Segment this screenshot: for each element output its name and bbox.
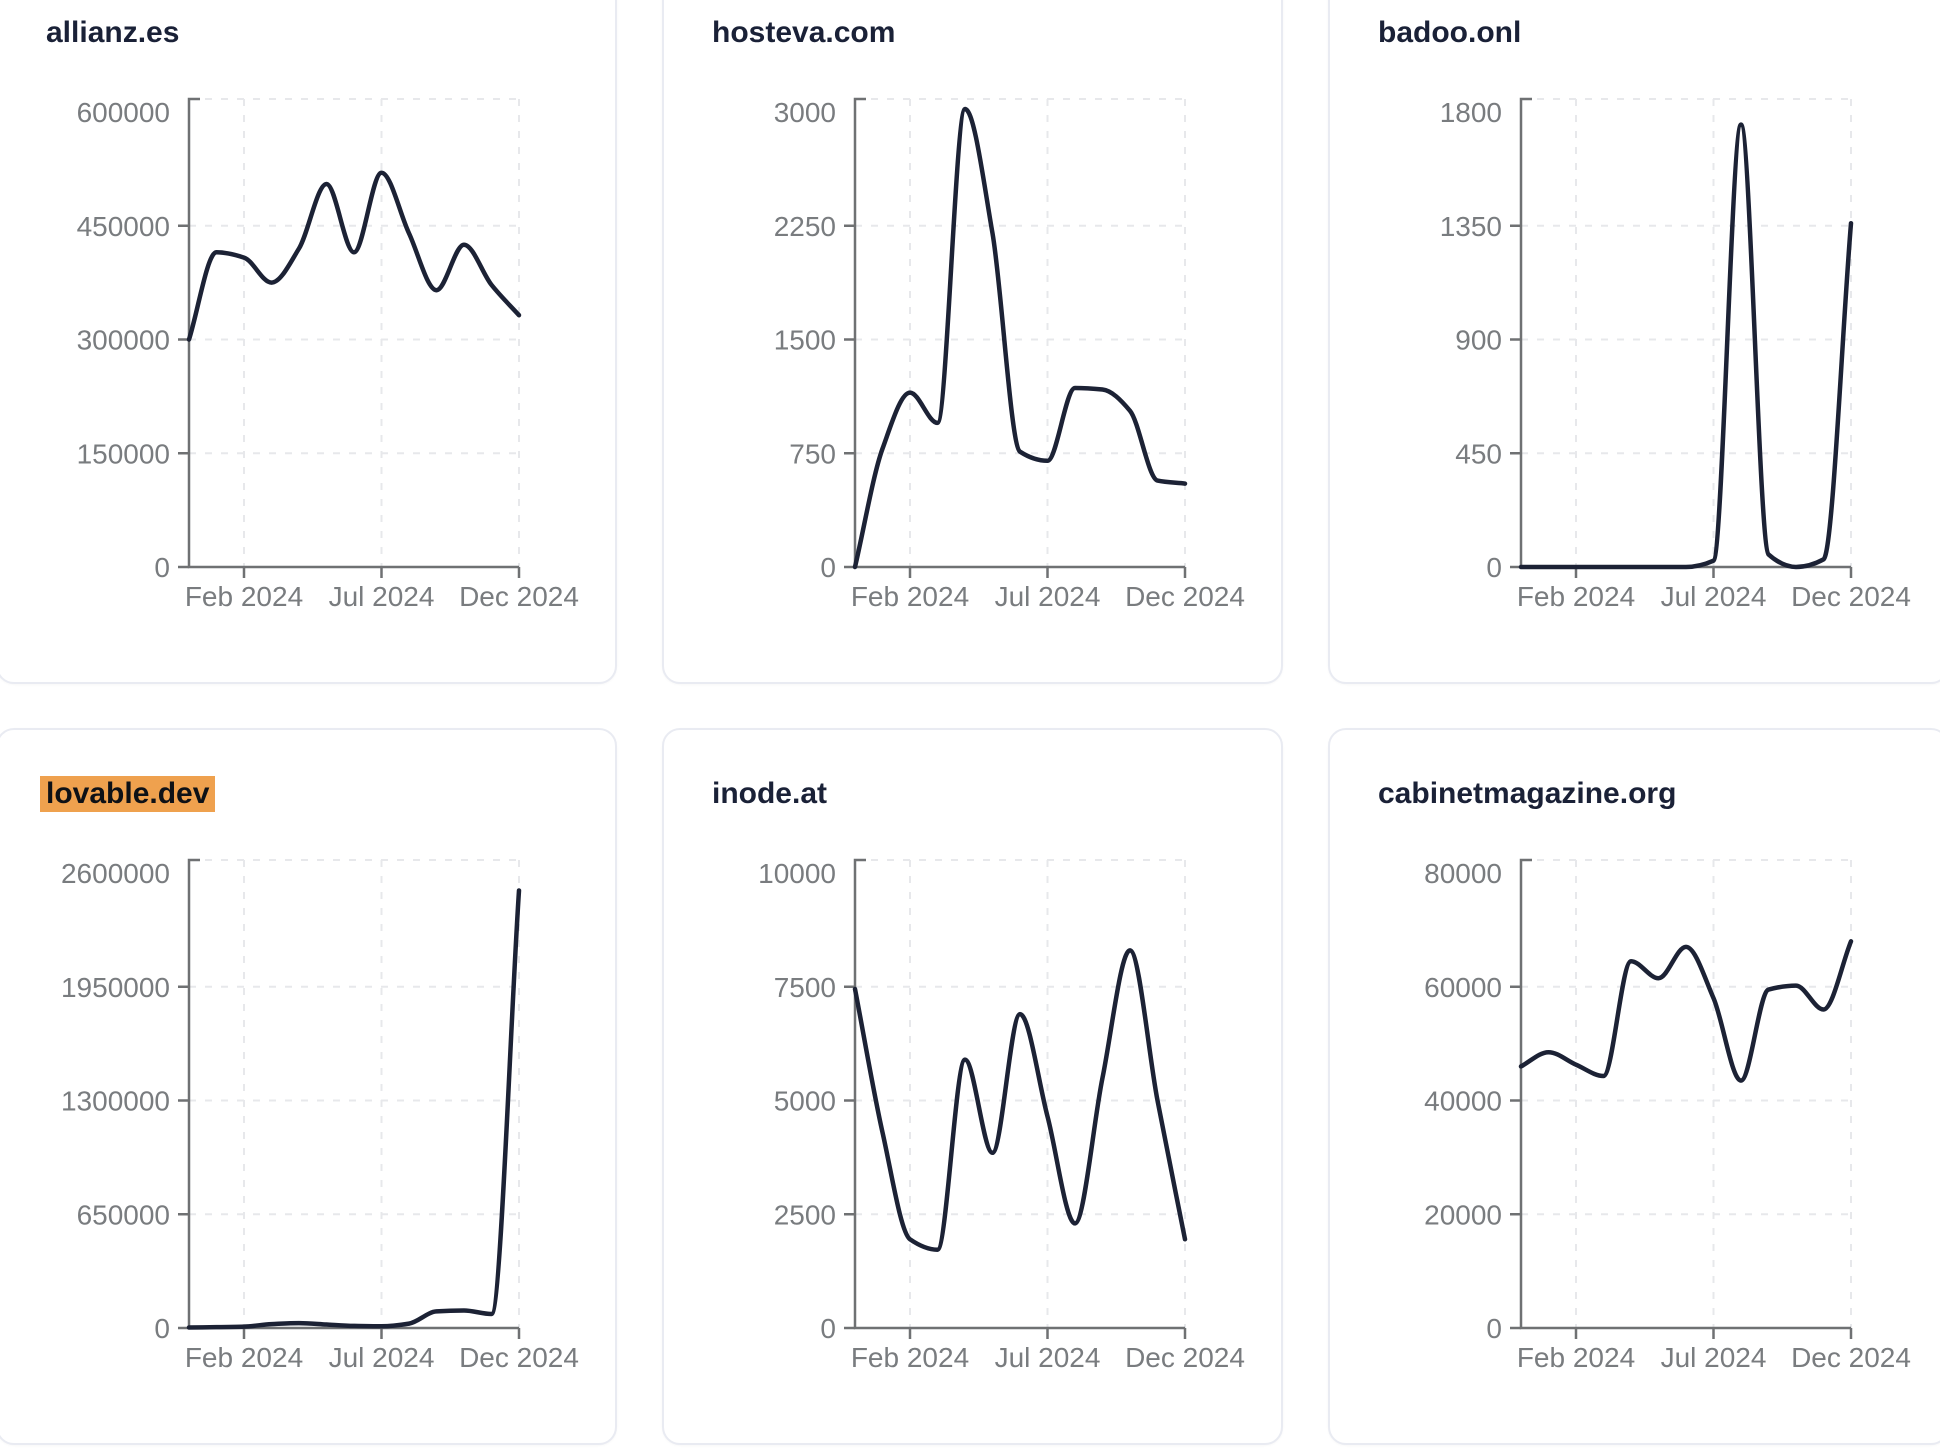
y-axis-tick-label: 10000	[758, 858, 836, 889]
y-axis-tick-label: 2500	[774, 1199, 836, 1230]
chart-title[interactable]: inode.at	[712, 777, 828, 810]
y-axis-tick-label: 1300000	[61, 1086, 170, 1117]
y-axis-tick-label: 1950000	[61, 972, 170, 1003]
chart-title[interactable]: cabinetmagazine.org	[1378, 777, 1677, 810]
series-line	[186, 170, 522, 342]
y-axis-tick-label: 40000	[1424, 1086, 1502, 1117]
chart-card-hosteva.com: hosteva.com 0 750 1500 2250 3000 Feb 2024 Jul 2…	[662, 0, 1283, 684]
y-axis-tick-label: 1800	[1440, 97, 1502, 128]
chart-card-badoo.onl: badoo.onl 0 450 900 1350 1800 Feb 2024 Jul 2024…	[1328, 0, 1940, 684]
y-axis-tick-label: 650000	[77, 1199, 170, 1230]
axes	[844, 97, 1187, 578]
chart-card-allianz.es: allianz.es 0 150000 300000 450000 600000 Feb 2…	[0, 0, 617, 684]
y-axis-tick-label: 0	[1486, 552, 1502, 583]
series-line	[1518, 939, 1854, 1083]
y-axis-tick-label: 750	[789, 438, 836, 469]
axes	[844, 858, 1187, 1339]
x-axis-tick-label: Jul 2024	[995, 581, 1101, 612]
y-axis-tick-label: 0	[820, 1313, 836, 1344]
y-axis-tick-label: 2600000	[61, 858, 170, 889]
chart-card-cabinetmagazine.org: cabinetmagazine.org 0 20000 40000 60000 80000…	[1328, 728, 1940, 1445]
line-chart: 0 650000 1300000 1950000 2600000 Feb 2024 Jul …	[61, 858, 579, 1373]
x-axis-tick-label: Feb 2024	[185, 581, 303, 612]
gridlines	[189, 859, 520, 1328]
gridlines	[1521, 98, 1852, 567]
gridlines	[855, 859, 1186, 1328]
y-axis-tick-label: 0	[1486, 1313, 1502, 1344]
x-axis-tick-label: Jul 2024	[329, 1342, 435, 1373]
chart-title-highlighted[interactable]: lovable.dev	[40, 776, 216, 812]
y-axis-tick-label: 150000	[77, 438, 170, 469]
gridlines	[1521, 859, 1852, 1328]
y-axis-tick-label: 20000	[1424, 1199, 1502, 1230]
y-axis-tick-label: 60000	[1424, 972, 1502, 1003]
y-axis-tick-label: 300000	[77, 325, 170, 356]
y-axis-tick-label: 5000	[774, 1086, 836, 1117]
series-line	[852, 106, 1188, 570]
series-line	[852, 948, 1188, 1252]
x-axis-tick-label: Feb 2024	[1517, 581, 1635, 612]
x-axis-tick-label: Jul 2024	[1661, 1342, 1767, 1373]
x-axis-tick-label: Jul 2024	[1661, 581, 1767, 612]
series-line	[186, 888, 522, 1330]
x-axis-tick-label: Feb 2024	[851, 1342, 969, 1373]
x-axis-tick-label: Jul 2024	[995, 1342, 1101, 1373]
chart-title[interactable]: hosteva.com	[712, 16, 896, 49]
line-chart: 0 2500 5000 7500 10000 Feb 2024 Jul 2024 Dec 20…	[758, 858, 1245, 1373]
y-axis-tick-label: 0	[820, 552, 836, 583]
y-axis-tick-label: 1350	[1440, 211, 1502, 242]
x-axis-tick-label: Dec 2024	[1125, 581, 1245, 612]
x-axis-tick-label: Feb 2024	[851, 581, 969, 612]
chart-card-lovable.dev: lovable.dev 0 650000 1300000 1950000 2600000 F…	[0, 728, 617, 1445]
y-axis-tick-label: 450	[1455, 438, 1502, 469]
line-chart: 0 20000 40000 60000 80000 Feb 2024 Jul 2024 Dec…	[1424, 858, 1911, 1373]
y-axis-tick-label: 80000	[1424, 858, 1502, 889]
x-axis-tick-label: Feb 2024	[1517, 1342, 1635, 1373]
line-chart: 0 150000 300000 450000 600000 Feb 2024 Jul 202…	[77, 97, 579, 612]
x-axis-tick-label: Dec 2024	[459, 581, 579, 612]
x-axis-tick-label: Dec 2024	[1791, 581, 1911, 612]
y-axis-tick-label: 1500	[774, 325, 836, 356]
x-axis-tick-label: Dec 2024	[1791, 1342, 1911, 1373]
chart-card-inode.at: inode.at 0 2500 5000 7500 10000 Feb 2024 Jul 20…	[662, 728, 1283, 1445]
y-axis-tick-label: 600000	[77, 97, 170, 128]
x-axis-tick-label: Jul 2024	[329, 581, 435, 612]
x-axis-tick-label: Feb 2024	[185, 1342, 303, 1373]
line-chart: 0 750 1500 2250 3000 Feb 2024 Jul 2024 Dec 2024	[774, 97, 1245, 612]
y-axis-tick-label: 0	[154, 552, 170, 583]
axes	[1510, 858, 1853, 1339]
x-axis-tick-label: Dec 2024	[1125, 1342, 1245, 1373]
y-axis-tick-label: 450000	[77, 211, 170, 242]
y-axis-tick-label: 0	[154, 1313, 170, 1344]
y-axis-tick-label: 3000	[774, 97, 836, 128]
y-axis-tick-label: 7500	[774, 972, 836, 1003]
y-axis-tick-label: 900	[1455, 325, 1502, 356]
y-axis-tick-label: 2250	[774, 211, 836, 242]
chart-title[interactable]: allianz.es	[46, 16, 180, 49]
x-axis-tick-label: Dec 2024	[459, 1342, 579, 1373]
gridlines	[855, 98, 1186, 567]
gridlines	[189, 98, 520, 567]
line-chart: 0 450 900 1350 1800 Feb 2024 Jul 2024 Dec 2024	[1440, 97, 1911, 612]
series-line	[1518, 122, 1854, 570]
chart-title[interactable]: badoo.onl	[1378, 16, 1522, 49]
